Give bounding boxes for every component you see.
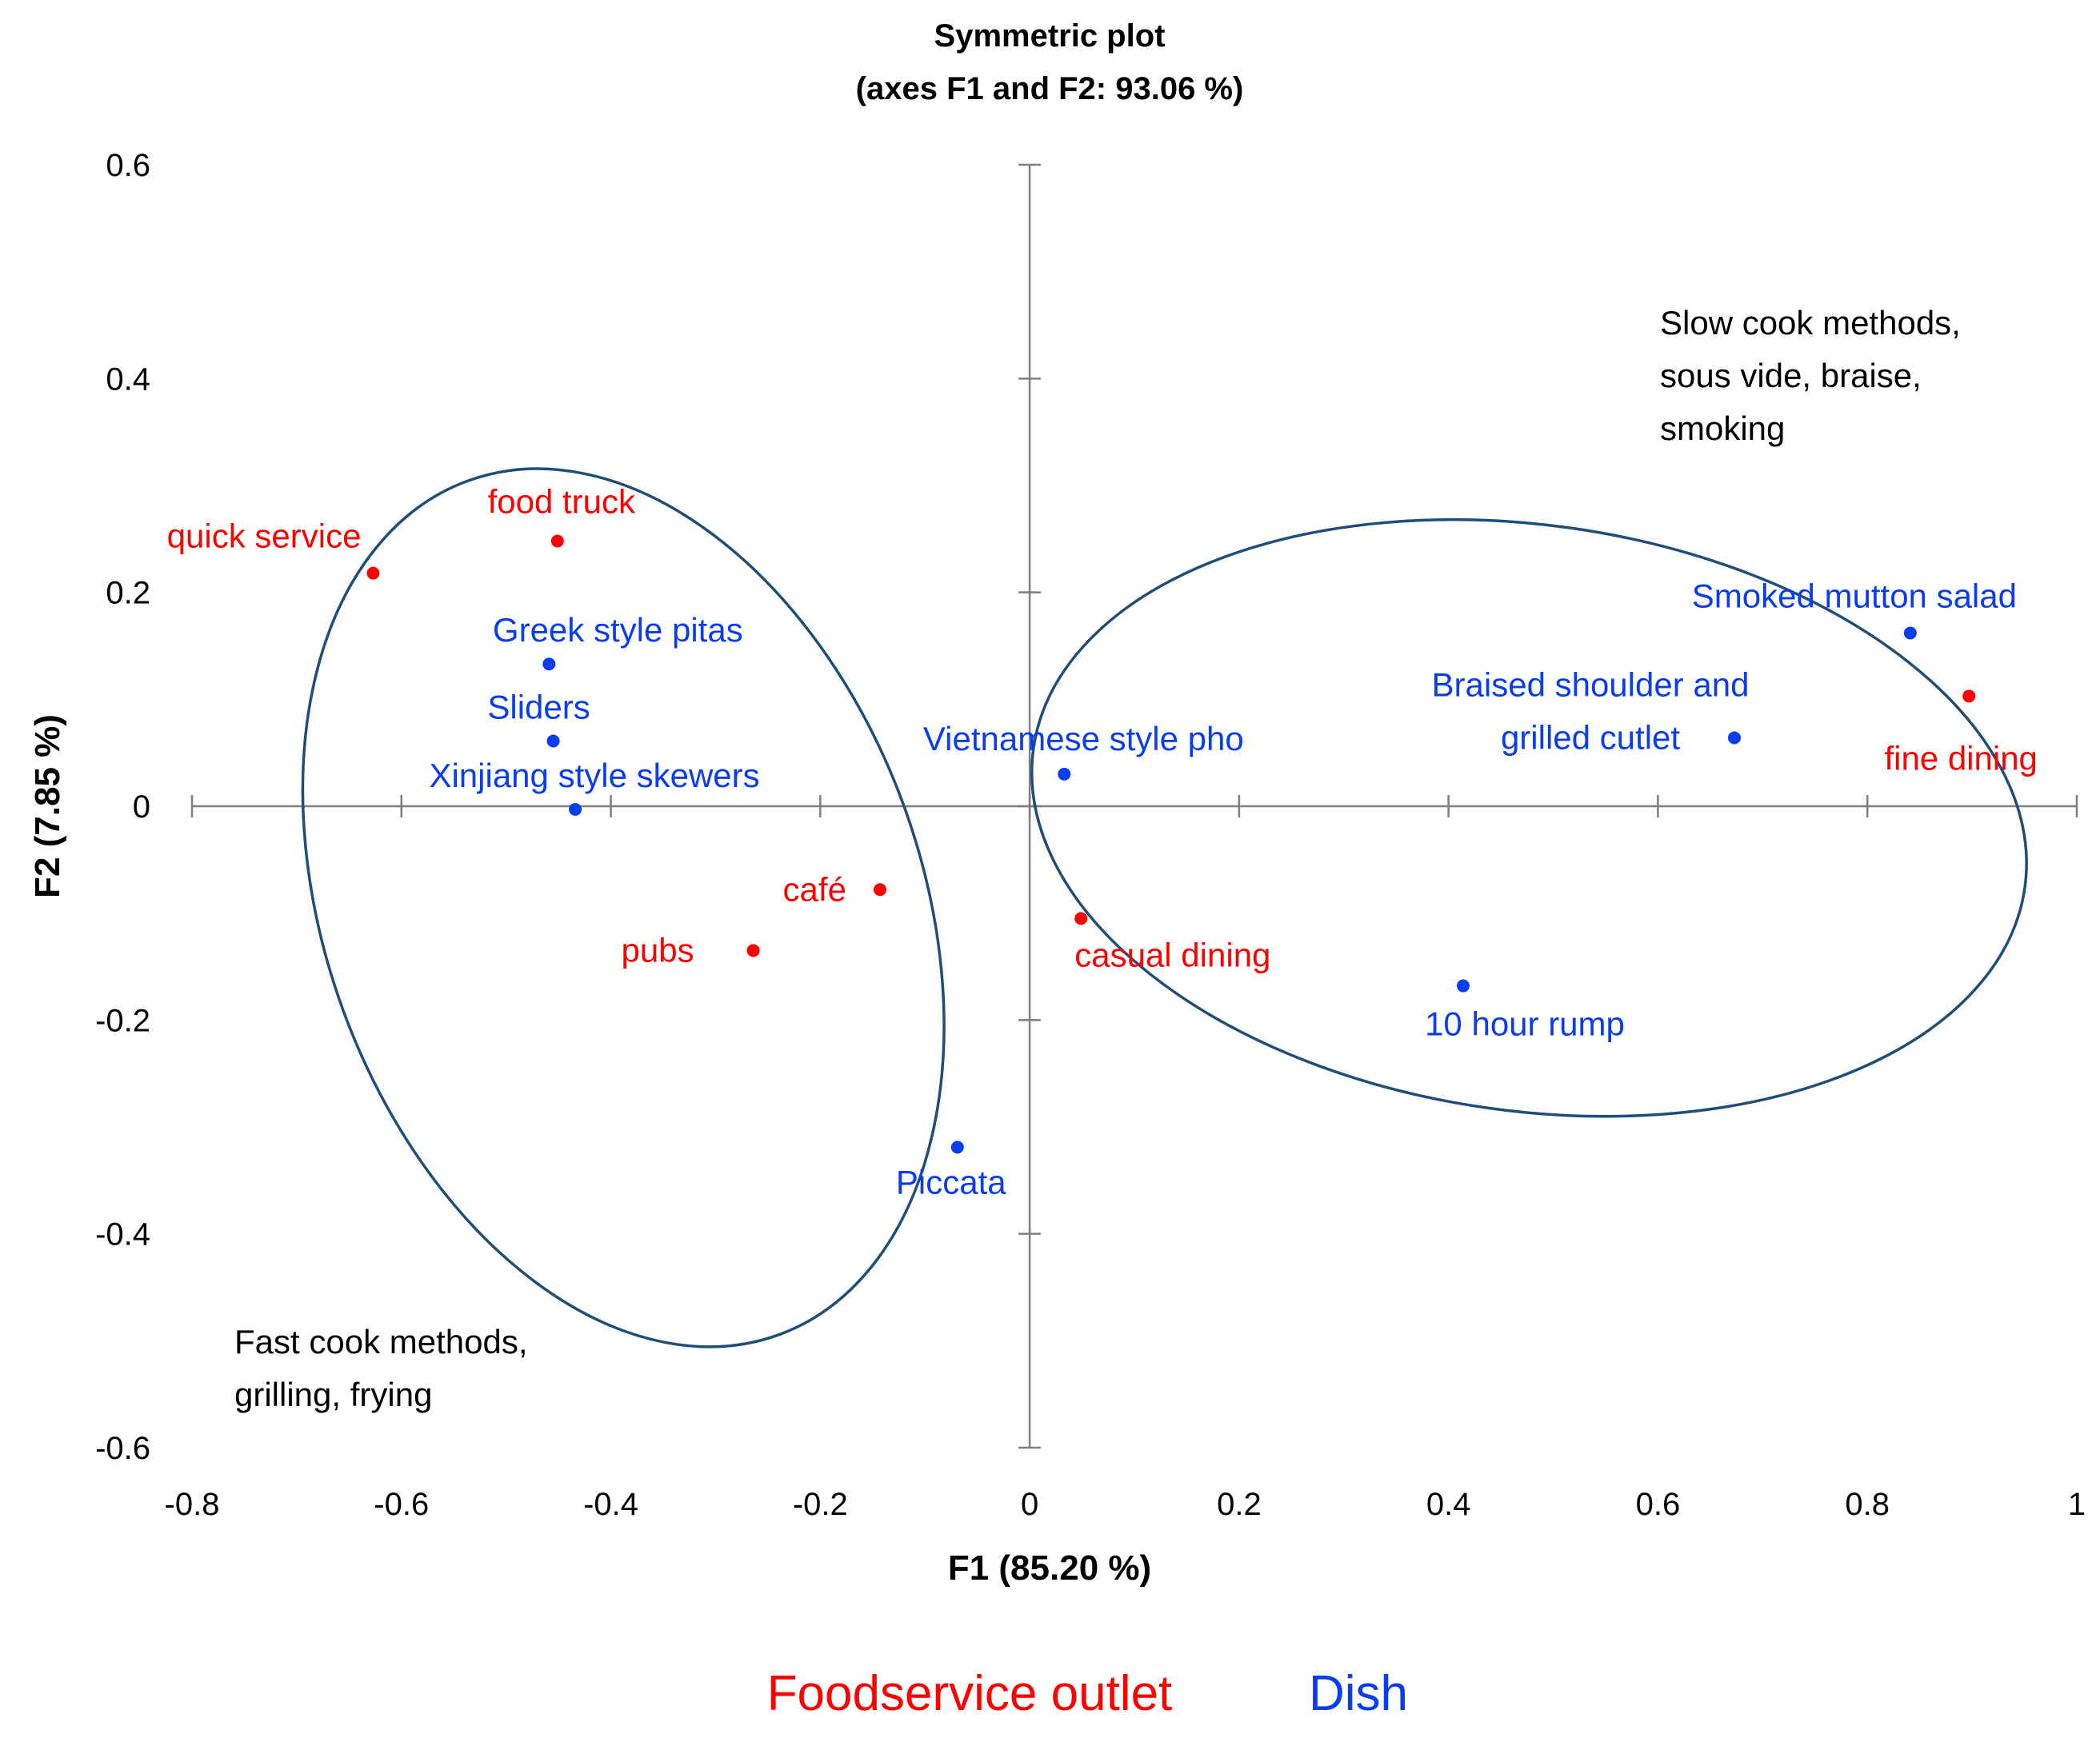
data-point <box>950 1141 964 1154</box>
data-point <box>1962 689 1976 703</box>
x-tick-label: -0.4 <box>583 1487 638 1522</box>
data-point <box>1074 912 1088 925</box>
x-tick-label: -0.2 <box>793 1487 848 1522</box>
point-label: Piccata <box>896 1163 1006 1201</box>
point-label: pubs <box>621 931 694 969</box>
data-point <box>1727 731 1741 745</box>
data-point <box>1456 979 1470 993</box>
x-tick-label: 1 <box>2068 1487 2086 1522</box>
data-point <box>746 944 760 957</box>
y-tick-label: 0 <box>133 789 150 825</box>
point-label: Vietnamese style pho <box>923 720 1244 757</box>
x-tick-label: 0.6 <box>1636 1487 1681 1522</box>
cluster-ellipses <box>301 467 2028 1348</box>
x-tick-label: 0.8 <box>1845 1487 1890 1522</box>
y-tick-label: -0.2 <box>95 1003 150 1038</box>
chart-subtitle: (axes F1 and F2: 93.06 %) <box>856 71 1244 106</box>
legend-foodservice-outlet: Foodservice outlet <box>767 1666 1173 1721</box>
point-label: quick service <box>167 517 362 555</box>
x-tick-label: -0.8 <box>165 1487 220 1522</box>
legend-dish: Dish <box>1309 1666 1408 1721</box>
data-point <box>1058 767 1071 781</box>
data-point <box>873 883 886 897</box>
y-tick-label: 0.6 <box>106 148 150 183</box>
point-label: casual dining <box>1074 936 1270 973</box>
y-tick-label: -0.4 <box>95 1217 150 1253</box>
data-points: food truck quick service café pubs casual di… <box>167 483 2038 1201</box>
data-point <box>366 566 380 580</box>
slow-cook-annotation: Slow cook methods, sous vide, braise, smok… <box>1660 304 1961 447</box>
y-axis-label: F2 (7.85 %) <box>28 714 67 898</box>
y-tick-label: -0.6 <box>95 1431 150 1466</box>
point-label: Braised shoulder and grilled cutlet <box>1432 665 1750 756</box>
x-tick-label: 0 <box>1021 1487 1038 1522</box>
x-tick-label: 0.2 <box>1217 1487 1262 1522</box>
point-label: Xinjiang style skewers <box>429 757 759 794</box>
y-tick-label: 0.4 <box>106 362 150 397</box>
data-point <box>542 657 556 671</box>
data-point <box>569 803 582 817</box>
fast-cook-annotation: Fast cook methods, grilling, frying <box>234 1323 528 1413</box>
point-label: fine dining <box>1884 739 2037 777</box>
point-label: Greek style pitas <box>493 611 743 649</box>
legend: Foodservice outlet Dish <box>767 1666 1408 1721</box>
data-point <box>546 734 560 748</box>
annotations: Slow cook methods, sous vide, braise, smok… <box>234 304 1961 1413</box>
slow-cook-group-ellipse <box>1030 517 2028 1118</box>
chart-title: Symmetric plot <box>934 18 1166 54</box>
y-tick-label: 0.2 <box>106 576 150 611</box>
point-label: 10 hour rump <box>1425 1005 1625 1043</box>
data-point <box>1903 626 1917 640</box>
x-axis-label: F1 (85.20 %) <box>948 1548 1151 1588</box>
point-label: Smoked mutton salad <box>1692 577 2017 614</box>
point-label: Sliders <box>487 688 590 725</box>
data-point <box>550 534 564 548</box>
x-tick-label: -0.6 <box>374 1487 429 1522</box>
axes: -0.8 -0.6 -0.4 -0.2 0 0.2 0.4 0.6 0.8 1 0.6 0.4 0.2 0… <box>95 148 2086 1522</box>
point-label: café <box>783 870 846 908</box>
point-label: food truck <box>488 483 636 521</box>
x-tick-label: 0.4 <box>1426 1487 1471 1522</box>
fast-cook-group-ellipse <box>301 467 946 1348</box>
